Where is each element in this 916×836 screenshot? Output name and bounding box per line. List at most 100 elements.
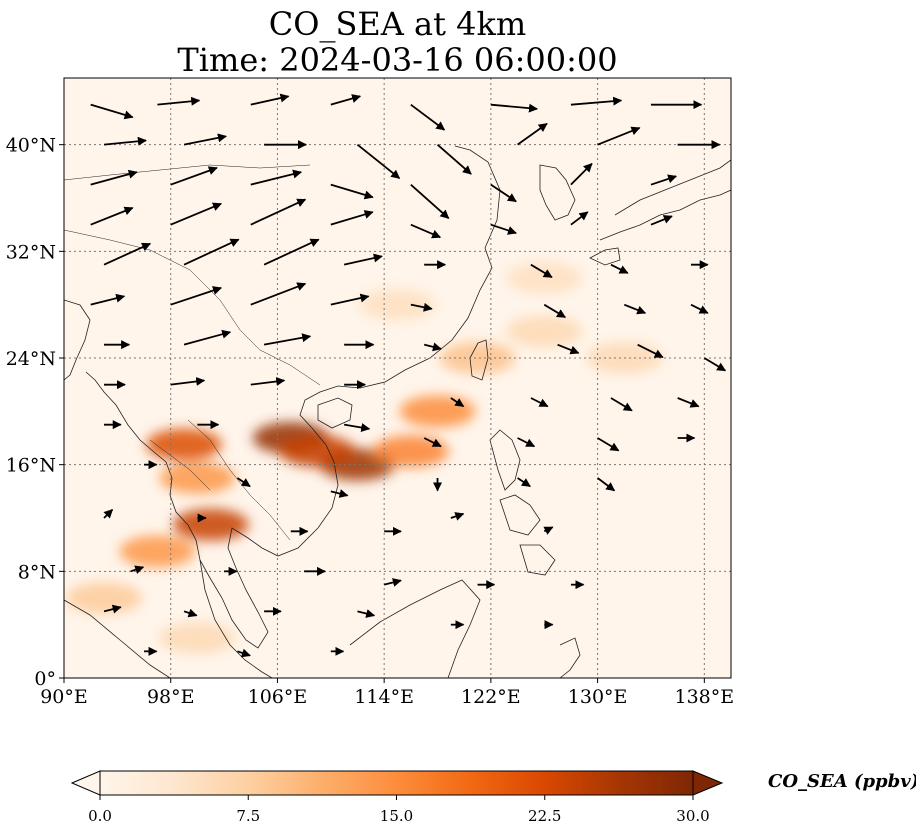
- wind-arrow: [90, 103, 134, 120]
- colorbar-tick-label: 0.0: [88, 807, 112, 825]
- wind-arrow: [677, 397, 700, 408]
- co-plume: [372, 435, 449, 468]
- lat-tick-label: 16°N: [6, 455, 56, 477]
- wind-arrow: [597, 477, 616, 492]
- co-plume: [146, 428, 223, 461]
- wind-arrow: [490, 183, 517, 203]
- plot-title-line1: CO_SEA at 4km: [268, 5, 527, 43]
- wind-arrow: [436, 143, 472, 175]
- map-gridlines: [64, 78, 731, 678]
- wind-arrow: [250, 377, 286, 386]
- lon-tick-label: 114°E: [354, 686, 414, 708]
- wind-arrow: [543, 303, 567, 319]
- wind-arrow: [357, 609, 376, 618]
- wind-arrow: [570, 211, 589, 226]
- lat-tick-label: 32°N: [6, 241, 56, 263]
- wind-arrow: [343, 253, 383, 266]
- wind-arrow: [450, 512, 465, 521]
- wind-arrow: [236, 477, 251, 488]
- colorbar-ticks: 0.0 7.5 15.0 22.5 30.0: [88, 795, 710, 825]
- wind-arrow: [690, 303, 709, 314]
- wind-arrow: [610, 263, 629, 274]
- wind-arrow: [637, 343, 664, 359]
- plot-title-line2: Time: 2024-03-16 06:00:00: [177, 41, 618, 79]
- wind-arrow: [410, 183, 450, 219]
- wind-arrow: [183, 133, 227, 146]
- wind-arrow: [250, 169, 303, 186]
- wind-arrow: [623, 303, 647, 315]
- wind-arrow: [423, 437, 442, 448]
- colorbar-tick-label: 7.5: [236, 807, 260, 825]
- wind-arrow: [103, 242, 152, 266]
- wind-arrow: [410, 103, 446, 131]
- wind-arrow: [530, 263, 553, 279]
- lon-tick-label: 106°E: [248, 686, 308, 708]
- co-plume: [172, 508, 249, 541]
- wind-arrow: [330, 489, 349, 498]
- lon-tick-label: 90°E: [40, 686, 88, 708]
- wind-arrow: [597, 126, 641, 146]
- lon-tick-label: 122°E: [461, 686, 521, 708]
- lat-tick-label: 40°N: [6, 135, 56, 157]
- colorbar: 0.0 7.5 15.0 22.5 30.0: [70, 770, 724, 825]
- wind-arrow: [170, 166, 218, 186]
- co-plume: [119, 535, 196, 568]
- lat-tick-label: 24°N: [6, 348, 56, 370]
- wind-arrow: [183, 329, 232, 346]
- wind-arrow: [356, 143, 401, 179]
- wind-arrow: [557, 343, 580, 355]
- wind-arrow: [103, 508, 114, 519]
- wind-arrow: [383, 578, 402, 587]
- wind-arrow: [170, 377, 206, 386]
- wind-arrow: [263, 238, 320, 266]
- co-plume: [359, 288, 436, 321]
- wind-arrow: [103, 604, 122, 614]
- wind-arrow: [103, 136, 147, 146]
- wind-arrow: [650, 215, 673, 226]
- longitude-ticks: 90°E 98°E 106°E 114°E 122°E 130°E 138°E: [40, 678, 734, 708]
- lon-tick-label: 130°E: [568, 686, 628, 708]
- colorbar-tick-label: 30.0: [676, 807, 709, 825]
- co-plume: [159, 462, 236, 494]
- wind-arrow: [343, 423, 371, 432]
- wind-arrow: [250, 93, 290, 106]
- co-plume: [506, 315, 583, 348]
- wind-arrow: [170, 286, 222, 306]
- wind-arrow: [597, 437, 620, 452]
- wind-arrow: [517, 437, 536, 448]
- wind-arrow: [410, 302, 433, 312]
- colorbar-tick-label: 22.5: [528, 807, 561, 825]
- wind-arrow: [543, 526, 554, 535]
- co-plume: [279, 435, 356, 468]
- wind-arrow: [250, 282, 307, 306]
- wind-arrow: [517, 122, 548, 146]
- colorbar-extend-max: [692, 770, 724, 796]
- wind-arrow: [490, 223, 517, 235]
- wind-arrow: [237, 648, 251, 658]
- wind-arrow: [450, 397, 465, 408]
- latitude-ticks: 0° 8°N 16°N 24°N 32°N 40°N: [6, 135, 64, 690]
- co-plume: [159, 622, 236, 654]
- wind-arrow: [263, 333, 312, 346]
- wind-arrow: [330, 94, 362, 106]
- wind-arrow: [530, 397, 549, 408]
- colorbar-tick-label: 15.0: [380, 807, 413, 825]
- colorbar-body: [99, 770, 694, 796]
- wind-arrow: [90, 206, 134, 226]
- wind-arrow: [423, 342, 442, 352]
- co-plume: [66, 582, 143, 614]
- lon-tick-label: 98°E: [147, 686, 195, 708]
- map-background: [64, 78, 731, 678]
- lat-tick-label: 0°: [34, 668, 56, 690]
- colorbar-label: CO_SEA (ppbv): [768, 771, 916, 792]
- wind-arrow: [183, 608, 198, 618]
- lat-tick-label: 8°N: [18, 561, 56, 583]
- wind-arrow: [570, 163, 593, 186]
- wind-arrow: [130, 565, 145, 574]
- colorbar-extend-min: [70, 770, 101, 796]
- lon-tick-label: 138°E: [674, 686, 734, 708]
- co-plume: [399, 395, 476, 428]
- wind-vectors: [90, 93, 727, 658]
- wind-arrow: [157, 96, 201, 106]
